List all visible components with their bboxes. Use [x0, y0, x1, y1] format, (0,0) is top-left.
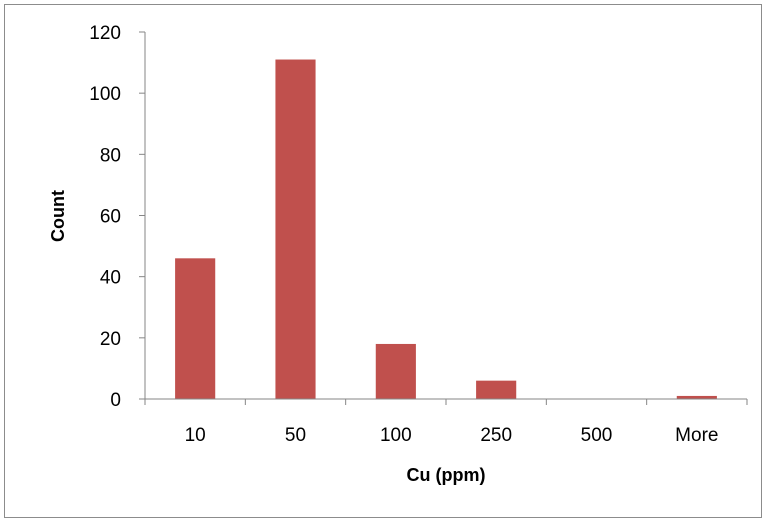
x-tick-label: 10 [185, 425, 206, 446]
x-tick-label: 100 [380, 425, 412, 446]
bar-250 [476, 380, 517, 399]
y-tick-label: 100 [89, 84, 121, 105]
bar-50 [275, 59, 316, 400]
y-tick-label: 80 [100, 145, 121, 166]
x-tick-label: 500 [581, 425, 613, 446]
x-ticks-group: 10 50 100 250 500 More [144, 399, 748, 446]
y-tick-label: 0 [110, 390, 121, 411]
y-tick-label: 120 [89, 23, 121, 44]
y-tick-label: 20 [100, 329, 121, 350]
x-tick-label: 50 [285, 425, 306, 446]
y-tick-label: 40 [100, 268, 121, 289]
chart-frame [4, 4, 762, 518]
y-axis-title: Count [48, 190, 68, 242]
bars-group [175, 59, 717, 400]
x-tick-label: 250 [480, 425, 512, 446]
x-tick-label: More [675, 425, 718, 446]
bar-more [676, 395, 717, 399]
bar-100 [375, 343, 416, 399]
axes-group [144, 32, 747, 400]
y-tick-label: 60 [100, 207, 121, 228]
bar-10 [175, 258, 216, 399]
y-ticks-group: 0 20 40 60 80 100 120 [89, 23, 145, 411]
x-axis-title: Cu (ppm) [407, 465, 486, 485]
